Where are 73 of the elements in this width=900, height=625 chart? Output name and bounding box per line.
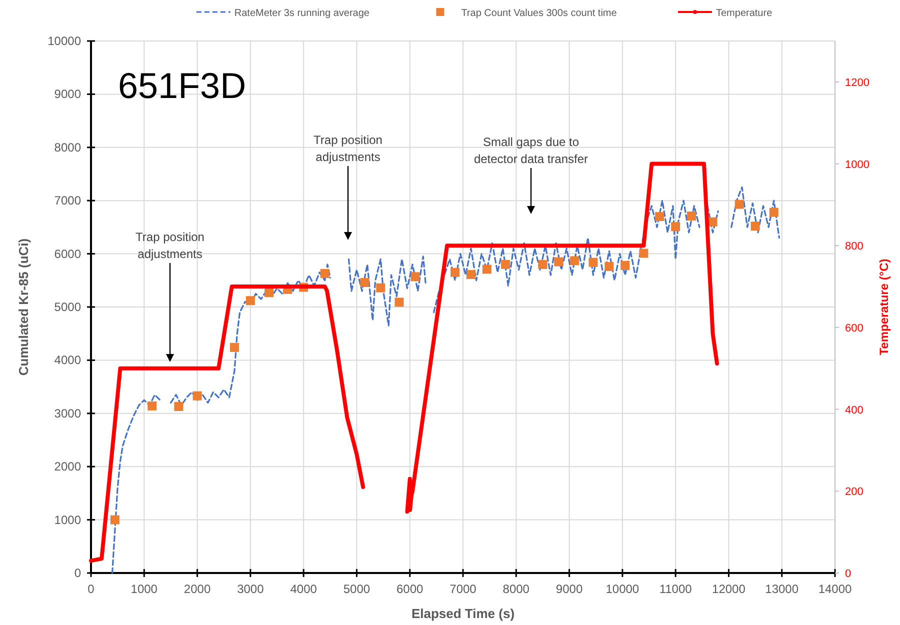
y2-tick-label: 800 [845,240,864,253]
y2-tick-label: 600 [845,322,864,334]
y-tick-label: 4000 [54,353,82,368]
x-tick-label: 6000 [396,582,424,596]
point [148,401,157,410]
point [501,260,510,269]
x-tick-label: 0 [88,582,95,596]
x-tick-label: 3000 [237,582,264,596]
y2-tick-label: 1000 [845,158,870,171]
point [538,260,548,269]
point [466,270,476,280]
annotation: Trap position adjustments [136,230,204,261]
y-tick-label: 7000 [54,194,82,208]
y-tick-label: 0 [74,566,82,580]
y2-tick-label: 200 [845,486,864,498]
x-axis-title: Elapsed Time (s) [411,606,515,621]
point [604,262,614,272]
point [230,342,239,352]
y-tick-label: 2000 [54,460,82,474]
point [482,264,492,274]
y-tick-label: 6000 [54,246,82,261]
point [639,248,648,258]
point [394,298,404,307]
point [360,278,370,288]
y-tick-label: 3000 [54,406,82,420]
legend-label: RateMeter 3s running average [234,8,370,19]
y2-tick-label: 400 [845,404,864,416]
x-tick-label: 8000 [502,582,530,596]
point [708,217,718,226]
x-tick-label: 13000 [765,582,799,596]
x-tick-label: 12000 [712,582,746,596]
point [588,258,598,267]
y-tick-label: 5000 [54,300,82,314]
y2-tick-label: 1200 [845,76,870,89]
point [450,268,460,277]
x-tick-label: 10000 [606,582,640,596]
y-tick-label: 1000 [54,512,82,527]
text: 651F3D [118,65,246,106]
x-tick-label: 1000 [130,582,158,596]
point [554,257,564,266]
annotation: Trap position adjustments [314,133,382,164]
point [620,261,630,270]
point [174,402,184,411]
y-axis-title: Cumulated Kr-85 (uCi) [16,238,31,376]
x-tick-label: 11000 [659,582,692,596]
point [769,208,778,217]
point [246,296,255,306]
point [570,256,580,266]
point [687,212,696,221]
point [110,515,120,524]
x-tick-label: 14000 [818,582,852,596]
point [192,391,202,400]
legend-label: Trap Count Values 300s count time [461,8,618,19]
point [410,272,420,282]
x-tick-label: 7000 [450,582,477,596]
point [376,283,386,292]
y-tick-label: 9000 [54,87,82,102]
point [734,200,744,209]
point [750,222,760,231]
x-tick-label: 5000 [343,582,370,596]
y2-axis-title: Temperature (°C) [877,258,891,356]
x-tick-label: 2000 [184,582,211,596]
x-tick-label: 9000 [556,582,583,596]
annotation: Small gaps due to detector data transfer [474,135,588,166]
y2-tick-label: 0 [845,568,852,580]
y-tick-label: 8000 [54,140,82,154]
x-tick-label: 4000 [290,582,318,596]
y-tick-label: 10000 [48,34,82,48]
point [320,268,330,278]
point [655,212,664,222]
legend-label: Temperature [716,8,773,19]
point [671,222,680,232]
point [264,288,274,298]
